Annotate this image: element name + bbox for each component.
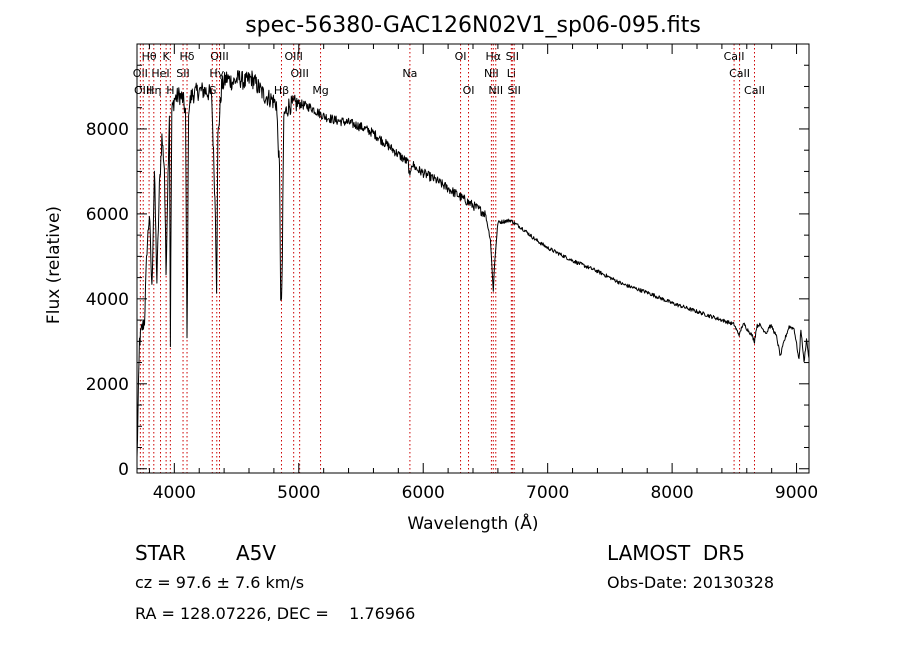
line-label: NII xyxy=(484,67,499,80)
x-tick-label: 4000 xyxy=(153,483,196,503)
spectrum-series xyxy=(136,70,810,458)
redshift-velocity: cz = 97.6 ± 7.6 km/s xyxy=(135,573,305,592)
line-label: Hθ xyxy=(142,50,157,63)
axis-ticks: 4000 5000 6000 7000 8000 9000 0 2000 4000 6000 800… xyxy=(86,44,818,503)
y-axis-label: Flux (relative) xyxy=(44,206,64,324)
y-tick-label: 2000 xyxy=(86,375,129,395)
line-label: Na xyxy=(402,67,417,80)
line-label: Hα xyxy=(486,50,502,63)
spectral-subclass: A5V xyxy=(236,541,277,565)
line-label: OIII xyxy=(290,67,308,80)
x-tick-label: 6000 xyxy=(402,483,445,503)
line-label: CaII xyxy=(729,67,750,80)
spectrum-line xyxy=(136,70,810,458)
line-label: OI xyxy=(455,50,467,63)
y-tick-label: 0 xyxy=(118,460,129,480)
y-tick-label: 4000 xyxy=(86,290,129,310)
line-label: H xyxy=(166,84,174,97)
x-tick-label: 8000 xyxy=(650,483,693,503)
line-label: Hδ xyxy=(180,50,195,63)
line-label: Hγ xyxy=(209,67,224,80)
x-tick-label: 7000 xyxy=(526,483,569,503)
line-label: OIII xyxy=(210,50,228,63)
chart-title: spec-56380-GAC126N02V1_sp06-095.fits xyxy=(245,13,701,38)
line-label: OIII xyxy=(134,84,152,97)
line-label: Li xyxy=(507,67,516,80)
line-label: NII xyxy=(488,84,503,97)
line-label: OI xyxy=(463,84,475,97)
line-label: Mg xyxy=(312,84,328,97)
x-tick-label: 5000 xyxy=(277,483,320,503)
line-label: OII xyxy=(133,67,148,80)
line-label: CaII xyxy=(724,50,745,63)
line-label: CaII xyxy=(744,84,765,97)
x-tick-label: 9000 xyxy=(775,483,818,503)
x-axis-label: Wavelength (Å) xyxy=(407,512,538,534)
object-class: STAR xyxy=(135,541,186,565)
y-tick-label: 6000 xyxy=(86,205,129,225)
line-label: SII xyxy=(176,67,189,80)
line-label: Hβ xyxy=(274,84,289,97)
y-tick-label: 8000 xyxy=(86,120,129,140)
coordinates: RA = 128.07226, DEC = 1.76966 xyxy=(135,604,416,623)
line-label: Hη xyxy=(146,84,161,97)
plot-frame xyxy=(136,43,810,474)
line-label: G xyxy=(208,84,217,97)
line-label: K xyxy=(163,50,171,63)
line-label: OIII xyxy=(284,50,302,63)
observation-date: Obs-Date: 20130328 xyxy=(607,573,775,592)
survey-name: LAMOST DR5 xyxy=(607,541,745,565)
line-label: SII xyxy=(506,50,519,63)
line-label: HeI xyxy=(151,67,169,80)
line-label: SII xyxy=(507,84,520,97)
